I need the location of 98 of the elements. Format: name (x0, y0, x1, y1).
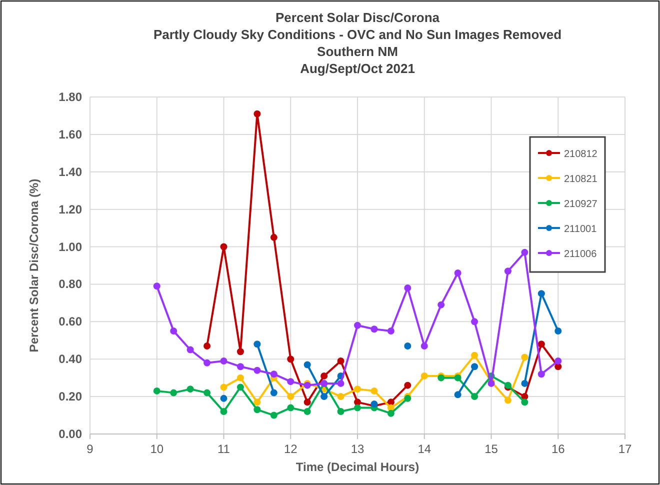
point (204, 359, 211, 366)
chart-title: Percent Solar Disc/Corona Partly Cloudy Sky Conditions - OVC and No Sun Images Removed Southern NM Aug/Sept/Oct 2021 (153, 10, 562, 76)
point (220, 357, 228, 364)
y-tick-label: 0.60 (58, 314, 82, 329)
point (304, 398, 311, 406)
point (471, 393, 478, 400)
point (220, 384, 228, 391)
point (220, 243, 228, 250)
x-tick-label: 13 (350, 442, 364, 456)
point (387, 410, 394, 417)
point (254, 406, 261, 414)
y-tick-label: 1.60 (58, 127, 82, 142)
point (304, 408, 311, 416)
point (354, 322, 361, 329)
point (354, 398, 361, 406)
point (404, 284, 412, 292)
point (554, 357, 562, 364)
y-tick-label: 1.40 (58, 164, 82, 179)
y-tick-label: 0.40 (58, 352, 82, 366)
point (270, 389, 278, 396)
point (236, 348, 244, 356)
point (420, 342, 428, 350)
point (287, 404, 294, 412)
point (404, 382, 412, 389)
x-tick-label: 9 (86, 442, 94, 456)
point (504, 396, 512, 404)
point (287, 378, 294, 386)
point (337, 357, 344, 364)
point (270, 234, 278, 241)
point (204, 342, 211, 350)
y-tick-label: 0.00 (58, 427, 82, 441)
x-tick-label: 12 (284, 442, 298, 456)
legend-label: 211006 (564, 249, 598, 260)
y-tick-label: 0.20 (58, 390, 82, 404)
point (254, 366, 261, 374)
point (287, 356, 294, 363)
point (521, 398, 528, 406)
point (337, 380, 344, 387)
point (471, 352, 478, 359)
point (504, 268, 512, 275)
legend-label: 210812 (564, 149, 598, 160)
point (236, 384, 244, 391)
point (170, 328, 178, 335)
point (370, 387, 378, 394)
point (521, 354, 528, 361)
point (186, 346, 194, 354)
point (370, 326, 378, 333)
point (270, 412, 278, 419)
point (354, 386, 361, 393)
x-tick-label: 15 (484, 442, 498, 456)
point (270, 370, 278, 378)
point (471, 363, 478, 370)
y-tick-label: 1.20 (58, 202, 82, 216)
point (454, 391, 462, 398)
point (254, 398, 261, 406)
legend-label: 210927 (564, 199, 598, 210)
point (304, 361, 311, 368)
point (337, 408, 344, 416)
point (236, 363, 244, 370)
point (236, 374, 244, 382)
x-axis-title: Time (Decimal Hours) (296, 460, 420, 474)
y-tick-label: 1.80 (58, 90, 82, 104)
point (538, 370, 545, 378)
point (254, 340, 261, 348)
point (521, 248, 528, 256)
y-axis-title: Percent Solar Disc/Corona (%) (27, 178, 41, 352)
point (404, 342, 412, 350)
point (521, 380, 528, 387)
point (538, 290, 545, 298)
legend-label: 211001 (564, 224, 598, 235)
point (153, 387, 160, 394)
x-tick-label: 16 (551, 442, 566, 456)
x-tick-label: 14 (418, 442, 432, 456)
point (538, 340, 545, 348)
legend-label: 210821 (564, 174, 598, 185)
point (554, 328, 562, 335)
point (471, 318, 478, 326)
point (254, 110, 261, 118)
point (420, 372, 428, 380)
point (387, 328, 394, 335)
point (186, 386, 194, 393)
point (170, 389, 178, 396)
point (287, 393, 294, 400)
x-tick-label: 10 (150, 442, 164, 456)
x-tick-label: 11 (218, 442, 230, 456)
y-tick-label: 1.00 (58, 240, 82, 254)
point (320, 393, 328, 400)
point (320, 372, 328, 380)
point (454, 269, 462, 276)
point (220, 394, 228, 402)
x-tick-label: 17 (618, 442, 632, 456)
point (220, 408, 228, 416)
point (337, 393, 344, 400)
point (354, 404, 361, 412)
point (204, 389, 211, 396)
y-tick-label: 0.80 (58, 277, 82, 292)
point (153, 282, 160, 290)
point (438, 301, 445, 308)
